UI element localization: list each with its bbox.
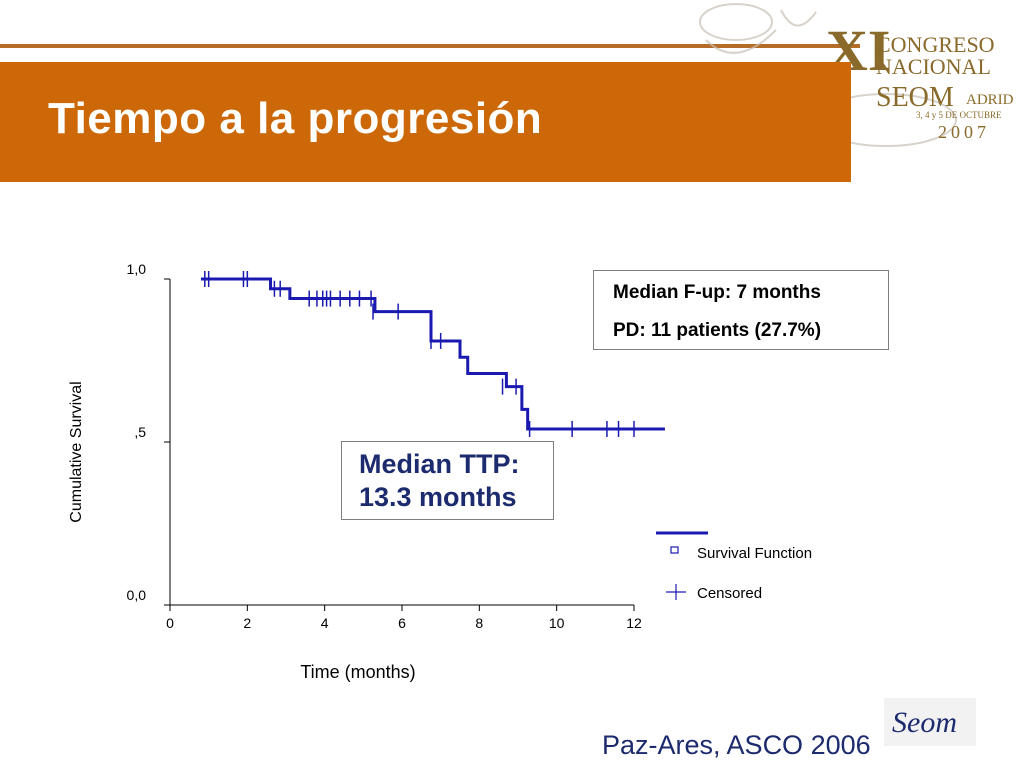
y-tick-label: 1,0 [127,261,147,277]
header-rule [0,44,860,48]
congress-line2: NACIONAL [876,54,991,79]
chart-axes: 0 2 4 6 8 10 12 0,0 ,5 1,0 [127,261,642,631]
congress-dates: 3, 4 y 5 DE OCTUBRE [916,110,1002,120]
median-ttp-value: 13.3 months [359,482,517,512]
followup-line: Median F-up: 7 months [613,282,821,303]
chart-curve [200,277,665,431]
x-axis-label: Time (months) [300,662,416,682]
seom-logo-text: Seom [892,706,957,739]
title-bar [0,62,851,182]
congress-year: 2007 [938,122,990,142]
legend-censored-label: Censored [697,585,763,602]
x-tick-label: 0 [166,615,174,631]
survival-curve [200,277,665,431]
legend-survival-label: Survival Function [697,545,813,562]
median-ttp-box: Median TTP: 13.3 months [341,441,554,520]
congress-line1: CONGRESO [876,32,995,57]
followup-info-box: Median F-up: 7 months PD: 11 patients (2… [593,270,889,350]
x-tick-label: 10 [549,615,565,631]
progression-line: PD: 11 patients (27.7%) [613,320,822,341]
x-tick-label: 4 [321,615,329,631]
x-tick-label: 6 [398,615,406,631]
chart-censor-marks [204,271,635,437]
median-ttp-label: Median TTP: [359,449,520,479]
citation: Paz-Ares, ASCO 2006 [602,730,871,760]
y-tick-label: 0,0 [127,587,147,603]
congress-brand: SEOM [876,82,954,113]
seom-logo: Seom [884,698,976,746]
y-tick-label: ,5 [134,424,146,440]
congress-logo: XI CONGRESO NACIONAL SEOM ADRID 3, 4 y 5… [699,3,1014,147]
legend-survival-symbol [670,546,679,554]
x-tick-label: 2 [243,615,251,631]
x-tick-label: 12 [626,615,642,631]
chart-legend-marks [656,531,708,600]
slide-title: Tiempo a la progresión [48,94,543,143]
y-axis-label: Cumulative Survival [68,381,85,523]
congress-city: ADRID [966,92,1014,108]
x-tick-label: 8 [475,615,483,631]
